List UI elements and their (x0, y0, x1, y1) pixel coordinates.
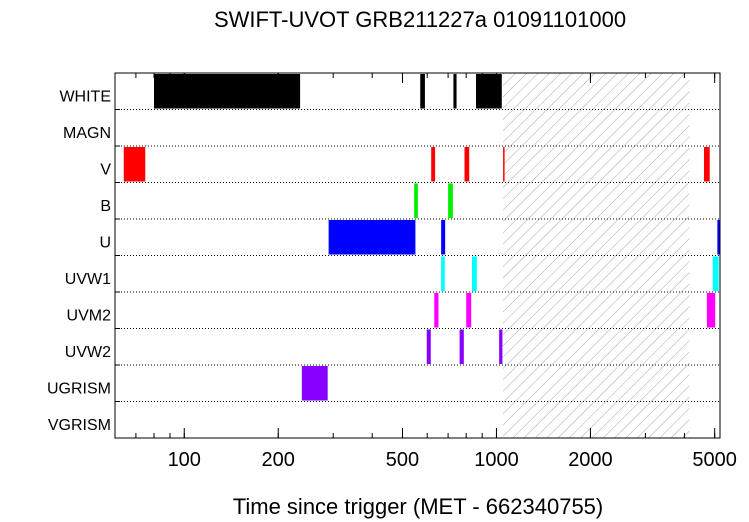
x-tick-label: 2000 (568, 449, 613, 471)
exposure-bar (472, 256, 477, 291)
exposure-bar (499, 329, 503, 364)
row-label: WHITE (59, 88, 111, 105)
row-label: UVW2 (65, 344, 111, 361)
exposure-bar (441, 220, 446, 255)
row-label: UGRISM (47, 380, 111, 397)
exposure-bar (434, 293, 439, 328)
x-axis-label: Time since trigger (MET - 662340755) (233, 494, 604, 519)
exposure-bar (431, 147, 436, 182)
chart-title: SWIFT-UVOT GRB211227a 01091101000 (214, 7, 626, 32)
exposure-bar (441, 256, 445, 291)
row-label: MAGN (63, 125, 111, 142)
x-tick-label: 5000 (692, 449, 737, 471)
row-label: UVM2 (67, 307, 112, 324)
row-label: UVW1 (65, 271, 111, 288)
exposure-bar (453, 74, 457, 109)
exposure-bar (414, 183, 418, 218)
x-tick-label: 1000 (474, 449, 519, 471)
x-tick-label: 500 (386, 449, 419, 471)
exposure-bar (706, 293, 716, 328)
exposure-bar (464, 147, 470, 182)
exposure-bar (703, 147, 710, 182)
exposure-bar (154, 74, 301, 109)
exposure-bar (717, 220, 720, 255)
exposure-bar (712, 256, 719, 291)
exposure-bar (448, 183, 453, 218)
exposure-bar (426, 329, 431, 364)
exposure-bar (328, 220, 416, 255)
exposure-bar (476, 74, 502, 109)
exposure-bar (466, 293, 472, 328)
exposure-bar (459, 329, 464, 364)
row-label: VGRISM (48, 417, 111, 434)
row-label: V (100, 161, 111, 178)
x-tick-label: 200 (262, 449, 295, 471)
exposure-bar (503, 147, 505, 182)
exposure-bar (123, 147, 146, 182)
row-label: U (99, 234, 111, 251)
row-label: B (100, 198, 111, 215)
plot-area: WHITE MAGN V B U UVW1 UVM2 UVW2 UGRISM VGRISM 100 2… (47, 72, 737, 471)
exposure-bar (420, 74, 425, 109)
x-tick-label: 100 (168, 449, 201, 471)
exposure-bar (301, 366, 328, 401)
